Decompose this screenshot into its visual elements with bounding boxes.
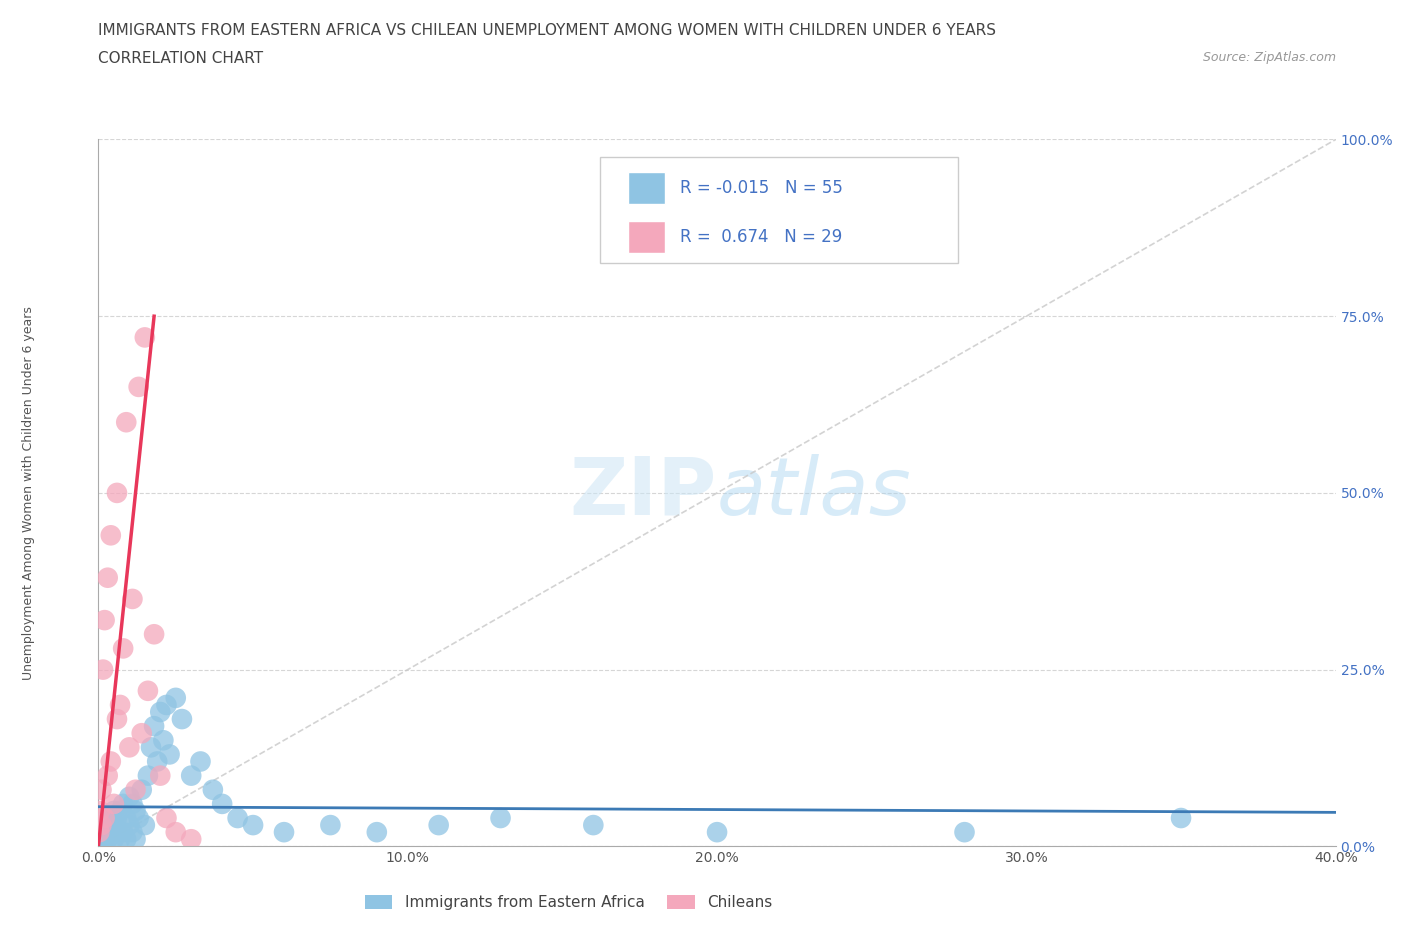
- Text: ZIP: ZIP: [569, 454, 717, 532]
- Point: [103, 831, 125, 846]
- Point: [124, 782, 146, 797]
- Point: [201, 782, 224, 797]
- Point: [112, 796, 135, 811]
- FancyBboxPatch shape: [599, 157, 959, 263]
- Point: [105, 711, 128, 726]
- Point: [100, 528, 122, 543]
- Point: [121, 591, 143, 606]
- Point: [180, 831, 202, 846]
- Point: [93, 817, 115, 832]
- Point: [105, 825, 128, 840]
- Point: [89, 831, 111, 846]
- Point: [112, 825, 135, 840]
- Point: [134, 817, 156, 832]
- Point: [108, 698, 131, 712]
- Point: [97, 831, 120, 846]
- Point: [103, 804, 125, 818]
- Point: [118, 790, 141, 804]
- Text: atlas: atlas: [717, 454, 912, 532]
- Point: [155, 811, 177, 826]
- Point: [319, 817, 342, 832]
- Point: [124, 831, 146, 846]
- Point: [143, 719, 166, 734]
- Point: [582, 817, 605, 832]
- Point: [103, 796, 125, 811]
- Point: [100, 817, 122, 832]
- Point: [180, 768, 202, 783]
- Point: [93, 831, 115, 846]
- Point: [134, 330, 156, 345]
- Point: [489, 811, 512, 826]
- Point: [105, 811, 128, 826]
- Point: [108, 831, 131, 846]
- Point: [118, 817, 141, 832]
- Point: [115, 415, 138, 430]
- Point: [124, 804, 146, 818]
- Point: [115, 831, 138, 846]
- Point: [108, 804, 131, 818]
- Point: [115, 811, 138, 826]
- Point: [97, 811, 120, 826]
- Text: Source: ZipAtlas.com: Source: ZipAtlas.com: [1202, 51, 1336, 64]
- Text: IMMIGRANTS FROM EASTERN AFRICA VS CHILEAN UNEMPLOYMENT AMONG WOMEN WITH CHILDREN: IMMIGRANTS FROM EASTERN AFRICA VS CHILEA…: [98, 23, 997, 38]
- Point: [118, 740, 141, 755]
- Point: [97, 570, 120, 585]
- Text: R = -0.015   N = 55: R = -0.015 N = 55: [681, 179, 842, 197]
- Point: [706, 825, 728, 840]
- Text: CORRELATION CHART: CORRELATION CHART: [98, 51, 263, 66]
- Point: [165, 690, 187, 705]
- Point: [91, 662, 114, 677]
- Point: [211, 796, 233, 811]
- Point: [97, 768, 120, 783]
- FancyBboxPatch shape: [628, 221, 665, 253]
- Point: [128, 811, 150, 826]
- Point: [149, 768, 172, 783]
- Point: [100, 754, 122, 769]
- Point: [136, 684, 159, 698]
- Point: [90, 817, 112, 832]
- Text: Unemployment Among Women with Children Under 6 years: Unemployment Among Women with Children U…: [21, 306, 35, 680]
- Point: [170, 711, 193, 726]
- Point: [93, 613, 115, 628]
- Point: [121, 796, 143, 811]
- Point: [165, 825, 187, 840]
- Point: [131, 782, 153, 797]
- Point: [93, 811, 115, 826]
- Point: [136, 768, 159, 783]
- Point: [273, 825, 295, 840]
- Text: R =  0.674   N = 29: R = 0.674 N = 29: [681, 229, 842, 246]
- Point: [89, 825, 111, 840]
- Point: [427, 817, 450, 832]
- Point: [139, 740, 162, 755]
- Point: [131, 725, 153, 740]
- Point: [143, 627, 166, 642]
- Point: [190, 754, 212, 769]
- Legend: Immigrants from Eastern Africa, Chileans: Immigrants from Eastern Africa, Chileans: [359, 889, 779, 916]
- Point: [128, 379, 150, 394]
- Point: [146, 754, 169, 769]
- Point: [155, 698, 177, 712]
- Point: [242, 817, 264, 832]
- Point: [149, 705, 172, 720]
- Point: [226, 811, 249, 826]
- Point: [1170, 811, 1192, 826]
- Point: [112, 641, 135, 656]
- Point: [366, 825, 388, 840]
- Point: [90, 825, 112, 840]
- Point: [100, 825, 122, 840]
- Point: [953, 825, 976, 840]
- Point: [105, 485, 128, 500]
- Point: [152, 733, 174, 748]
- Point: [90, 782, 112, 797]
- Point: [159, 747, 181, 762]
- Point: [97, 825, 120, 840]
- Point: [121, 825, 143, 840]
- Point: [89, 804, 111, 818]
- FancyBboxPatch shape: [628, 172, 665, 204]
- Point: [103, 817, 125, 832]
- Point: [91, 831, 114, 846]
